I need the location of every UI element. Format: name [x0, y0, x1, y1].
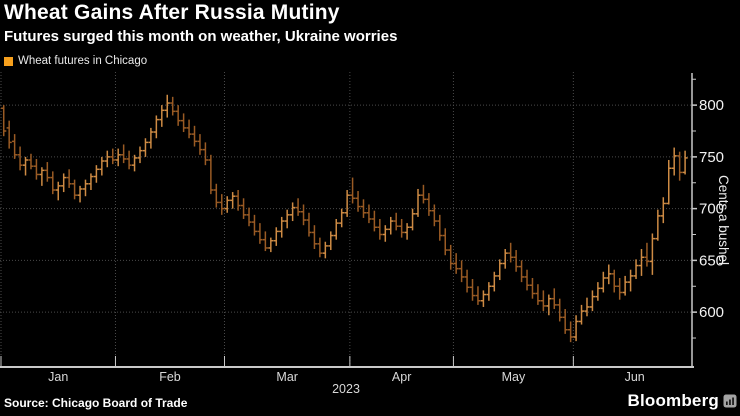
legend-swatch-icon — [4, 56, 13, 66]
x-axis-month-label: Mar — [276, 370, 298, 384]
chart-title: Wheat Gains After Russia Mutiny — [4, 1, 340, 24]
x-axis-month-label: Apr — [392, 370, 411, 384]
legend: Wheat futures in Chicago — [4, 55, 147, 67]
y-axis-tick-label: 750 — [699, 149, 724, 166]
legend-label: Wheat futures in Chicago — [18, 55, 148, 67]
y-axis-tick-label: 600 — [699, 304, 724, 321]
bloomberg-branding: Bloomberg — [627, 391, 737, 411]
x-axis-month-label: Jan — [48, 370, 68, 384]
source-note: Source: Chicago Board of Trade — [4, 396, 188, 410]
x-axis-month-label: Feb — [159, 370, 181, 384]
x-axis-month-label: Jun — [625, 370, 645, 384]
x-axis-year-label: 2023 — [332, 382, 360, 396]
y-axis-tick-label: 700 — [699, 201, 724, 218]
y-axis-title: Cents a bushel — [716, 175, 731, 265]
y-axis-tick-label: 800 — [699, 97, 724, 114]
y-axis-tick-label: 650 — [699, 252, 724, 269]
bloomberg-wordmark: Bloomberg — [627, 391, 719, 410]
bloomberg-chart-mark-icon — [723, 394, 737, 408]
chart-subtitle: Futures surged this month on weather, Uk… — [4, 28, 398, 45]
x-axis-month-label: May — [502, 370, 526, 384]
